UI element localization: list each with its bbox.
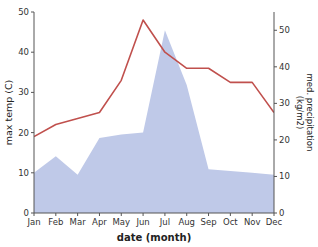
x-tick-label: Jun bbox=[135, 217, 149, 227]
y2-axis-line bbox=[274, 12, 275, 213]
y2-tick-label: 0 bbox=[279, 208, 284, 218]
x-tick-label: Sep bbox=[201, 217, 217, 227]
x-axis-label: date (month) bbox=[117, 232, 191, 243]
x-tick bbox=[208, 213, 209, 216]
y2-axis-label-line: (kg/m2) bbox=[295, 96, 305, 130]
x-tick-label: Jul bbox=[159, 217, 170, 227]
x-tick bbox=[121, 213, 122, 216]
y-tick bbox=[31, 213, 34, 214]
y2-tick bbox=[274, 139, 277, 140]
y-tick-label: 30 bbox=[18, 87, 29, 97]
y-tick-label: 0 bbox=[24, 208, 29, 218]
y-axis-label: max temp (C) bbox=[3, 80, 14, 146]
y-tick bbox=[31, 172, 34, 173]
temp-line bbox=[34, 20, 274, 137]
y-tick-label: 50 bbox=[18, 7, 29, 17]
x-tick bbox=[164, 213, 165, 216]
y2-tick bbox=[274, 176, 277, 177]
chart-container: JanFebMarAprMayJunJulAugSepOctNovDec0102… bbox=[0, 0, 318, 247]
x-tick-label: Jan bbox=[26, 217, 40, 227]
y-tick bbox=[31, 132, 34, 133]
y2-tick-label: 20 bbox=[279, 135, 290, 145]
y-tick-label: 10 bbox=[18, 168, 29, 178]
y2-tick bbox=[274, 30, 277, 31]
x-tick bbox=[99, 213, 100, 216]
y-tick bbox=[31, 12, 34, 13]
y-tick-label: 20 bbox=[18, 128, 29, 138]
x-tick bbox=[252, 213, 253, 216]
y-tick bbox=[31, 52, 34, 53]
y-tick bbox=[31, 92, 34, 93]
y2-tick-label: 10 bbox=[279, 171, 290, 181]
x-tick bbox=[143, 213, 144, 216]
x-tick-label: May bbox=[112, 217, 130, 227]
x-tick-label: Oct bbox=[223, 217, 238, 227]
y2-axis-label-line: med. precipitation bbox=[305, 74, 315, 152]
plot-area bbox=[34, 20, 274, 213]
y2-tick bbox=[274, 66, 277, 67]
y2-tick-label: 30 bbox=[279, 98, 290, 108]
y2-tick bbox=[274, 213, 277, 214]
x-tick bbox=[55, 213, 56, 216]
x-tick bbox=[77, 213, 78, 216]
precip-area bbox=[34, 30, 274, 213]
y2-axis-label: med. precipitation(kg/m2) bbox=[295, 74, 316, 152]
x-tick-label: Dec bbox=[266, 217, 283, 227]
x-tick-label: Apr bbox=[92, 217, 107, 227]
y2-tick-label: 40 bbox=[279, 62, 290, 72]
y2-tick bbox=[274, 103, 277, 104]
x-axis-line bbox=[34, 213, 274, 214]
y2-tick-label: 50 bbox=[279, 25, 290, 35]
x-tick bbox=[186, 213, 187, 216]
x-tick-label: Mar bbox=[70, 217, 87, 227]
x-tick bbox=[230, 213, 231, 216]
x-tick-label: Feb bbox=[48, 217, 63, 227]
y-axis-line bbox=[34, 12, 35, 213]
chart: JanFebMarAprMayJunJulAugSepOctNovDec0102… bbox=[0, 0, 318, 247]
x-tick-label: Nov bbox=[244, 217, 261, 227]
x-tick-label: Aug bbox=[178, 217, 195, 227]
y-tick-label: 40 bbox=[18, 47, 29, 57]
